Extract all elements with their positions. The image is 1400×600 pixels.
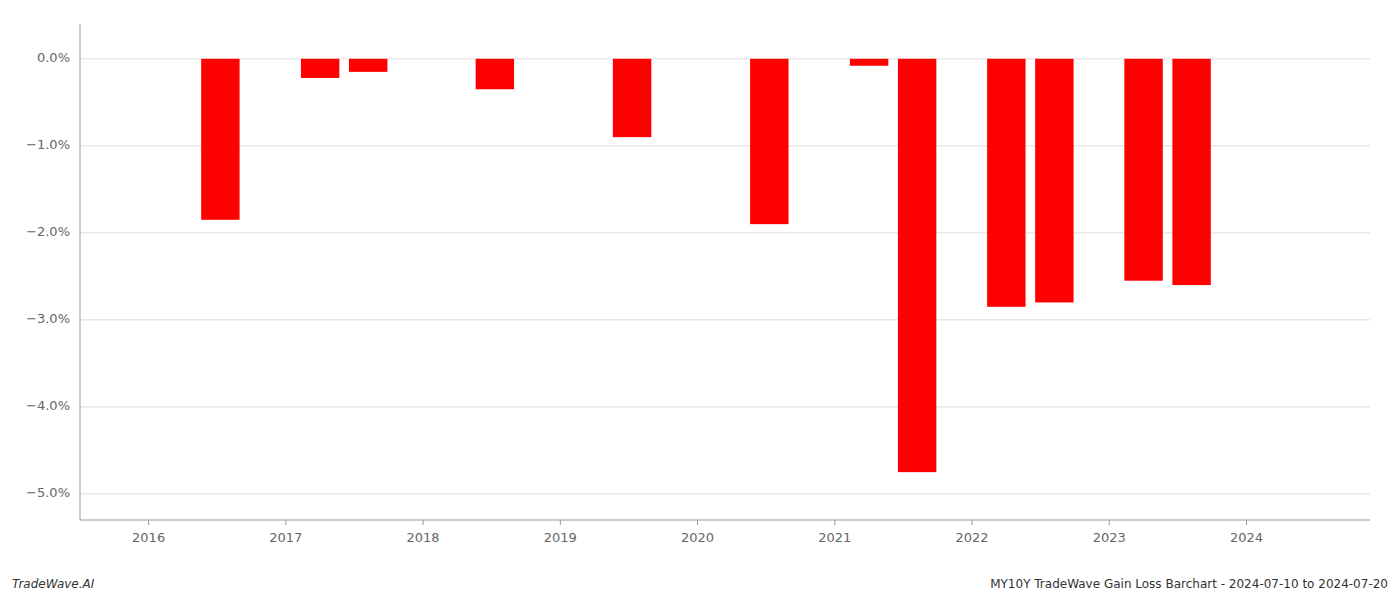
footer-annotation: MY10Y TradeWave Gain Loss Barchart - 202…	[990, 577, 1388, 591]
x-tick-label: 2017	[269, 530, 302, 545]
x-tick	[1246, 520, 1247, 525]
bar	[201, 59, 239, 220]
bar	[850, 59, 888, 66]
x-tick-label: 2024	[1230, 530, 1263, 545]
y-tick-label: 0.0%	[37, 50, 70, 65]
grid-line	[80, 319, 1370, 320]
x-tick	[423, 520, 424, 525]
bar	[613, 59, 651, 137]
bar	[1124, 59, 1162, 281]
footer-annotation: TradeWave.AI	[12, 577, 95, 591]
x-tick-labels: 2016 2017 2018 2019 2020 2021 2022 2023 2024	[132, 520, 1263, 545]
y-grid	[80, 59, 1370, 494]
x-axis-line	[80, 520, 1370, 521]
y-tick-label: −1.0%	[26, 137, 70, 152]
bar	[349, 59, 387, 72]
y-axis-line	[80, 24, 81, 520]
x-tick-label: 2021	[818, 530, 851, 545]
x-tick-label: 2022	[955, 530, 988, 545]
x-tick	[834, 520, 835, 525]
bar	[1035, 59, 1073, 303]
bar	[476, 59, 514, 89]
bar	[898, 59, 936, 472]
x-tick	[285, 520, 286, 525]
x-tick-label: 2019	[544, 530, 577, 545]
x-tick-label: 2016	[132, 530, 165, 545]
y-tick-label: −3.0%	[26, 311, 70, 326]
bar	[301, 59, 339, 78]
grid-line	[80, 406, 1370, 407]
x-tick	[697, 520, 698, 525]
bar	[1172, 59, 1210, 285]
x-tick-label: 2018	[407, 530, 440, 545]
bar	[750, 59, 788, 224]
x-tick-label: 2020	[681, 530, 714, 545]
y-tick-label: −5.0%	[26, 485, 70, 500]
y-tick-label: −2.0%	[26, 224, 70, 239]
y-tick-label: −4.0%	[26, 398, 70, 413]
chart-svg: 0.0%−1.0%−2.0%−3.0%−4.0%−5.0%20162017201…	[0, 0, 1400, 600]
x-tick-label: 2023	[1093, 530, 1126, 545]
x-tick	[972, 520, 973, 525]
x-tick	[560, 520, 561, 525]
y-tick-labels: 0.0% −1.0% −2.0% −3.0% −4.0% −5.0%	[26, 50, 70, 500]
chart-container: 0.0%−1.0%−2.0%−3.0%−4.0%−5.0%20162017201…	[0, 0, 1400, 600]
bar	[987, 59, 1025, 307]
bars	[201, 59, 1211, 472]
grid-line	[80, 493, 1370, 494]
x-tick	[148, 520, 149, 525]
x-tick	[1109, 520, 1110, 525]
